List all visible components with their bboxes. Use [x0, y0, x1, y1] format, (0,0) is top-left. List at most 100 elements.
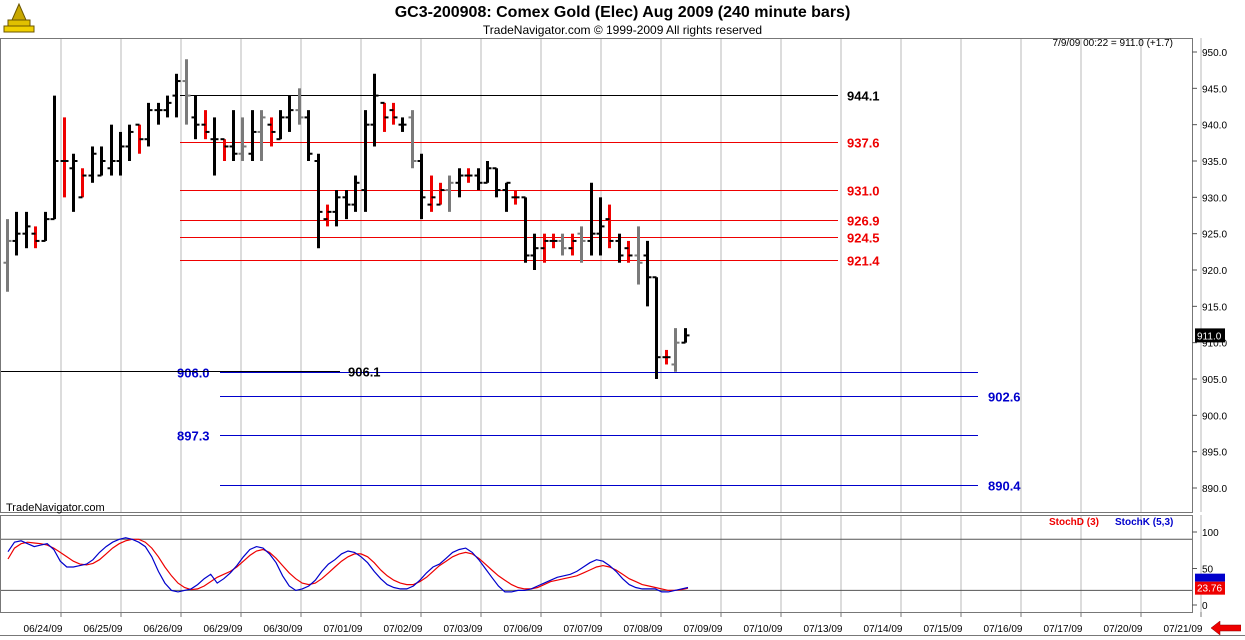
level-label-931-0: 931.0: [847, 184, 880, 199]
ohlc-bar: [370, 73, 379, 147]
ohlc-bar: [398, 117, 407, 132]
ohlc-bar: [163, 95, 172, 118]
stochd-last-box: [1195, 581, 1225, 595]
ohlc-bar: [154, 102, 163, 125]
ohlc-bar: [31, 226, 40, 249]
ohlc-bar: [323, 204, 332, 227]
support-resistance-levels: 944.1 937.6 931.0 926.9 924.5 921.4 906.0 906.1…: [0, 89, 1021, 494]
date-tick-label: 07/09/09: [684, 624, 723, 635]
ohlc-bar: [314, 153, 323, 249]
ohlc-bar: [12, 211, 21, 256]
level-label-890-4: 890.4: [988, 479, 1021, 494]
ohlc-bar: [671, 328, 680, 372]
ohlc-bar: [417, 153, 426, 220]
tradenavigator-logo-icon: [3, 2, 35, 33]
ohlc-bar: [502, 181, 511, 212]
ohlc-bar: [210, 117, 219, 176]
price-tick-label: 930.0: [1202, 193, 1227, 204]
ohlc-bar: [615, 233, 624, 263]
ohlc-bar: [238, 117, 247, 161]
date-tick-label: 07/03/09: [444, 624, 483, 635]
last-price-stamp: 7/9/09 00:22 = 911.0 (+1.7): [1052, 38, 1173, 49]
price-tick-label: 905.0: [1202, 375, 1227, 386]
scroll-right-arrow-icon[interactable]: [1211, 621, 1241, 635]
ohlc-bar: [492, 167, 501, 198]
ohlc-bar: [389, 102, 398, 125]
ohlc-bar: [380, 101, 389, 132]
date-tick-label: 07/01/09: [324, 624, 363, 635]
price-tick-label: 890.0: [1202, 484, 1227, 495]
date-tick-label: 07/17/09: [1044, 624, 1083, 635]
stoch-tick-label: 50: [1202, 565, 1214, 576]
date-tick-label: 07/14/09: [864, 624, 903, 635]
price-tick-label: 925.0: [1202, 230, 1227, 241]
ohlc-bar: [681, 328, 690, 344]
ohlc-bar: [229, 110, 238, 161]
ohlc-bar: [530, 233, 539, 270]
ohlc-bar: [267, 117, 276, 147]
ohlc-bar: [596, 197, 605, 256]
stoch-tick-label: 0: [1202, 601, 1208, 612]
ohlc-bar: [577, 226, 586, 263]
ohlc-bar: [182, 59, 191, 125]
ohlc-bar: [474, 168, 483, 191]
stochastic-lines: [7, 537, 689, 593]
price-bars: [3, 59, 690, 379]
stochastic-panel-frame: [0, 515, 1193, 613]
ohlc-bar: [361, 110, 370, 212]
ohlc-bar: [445, 175, 454, 212]
level-label-924-5: 924.5: [847, 231, 880, 246]
ohlc-bar: [351, 175, 360, 212]
date-tick-label: 06/26/09: [144, 624, 183, 635]
level-label-906-0: 906.0: [177, 366, 210, 381]
stochk-last-box: [1195, 573, 1225, 582]
ohlc-bar: [662, 349, 671, 365]
ohlc-bar: [257, 110, 266, 161]
price-grid: [60, 38, 1202, 512]
date-tick-label: 07/07/09: [564, 624, 603, 635]
stoch-tick-label: 100: [1202, 528, 1219, 539]
ohlc-bar: [276, 110, 285, 141]
price-tick-label: 945.0: [1202, 84, 1227, 95]
ohlc-bar: [144, 102, 153, 147]
ohlc-bar: [521, 196, 530, 263]
ohlc-bar: [116, 131, 125, 176]
ohlc-bar: [568, 233, 577, 256]
date-tick-label: 07/06/09: [504, 624, 543, 635]
copyright-subtitle: TradeNavigator.com © 1999-2009 All right…: [482, 23, 763, 37]
date-tick-label: 07/02/09: [384, 624, 423, 635]
ohlc-bar: [60, 117, 69, 198]
price-panel-frame: [0, 38, 1193, 513]
date-tick-label: 07/20/09: [1104, 624, 1143, 635]
legend-stochd: StochD (3): [1049, 517, 1099, 528]
chart-title: GC3-200908: Comex Gold (Elec) Aug 2009 (…: [394, 4, 851, 21]
ohlc-bar: [125, 124, 134, 161]
date-tick-label: 06/30/09: [264, 624, 303, 635]
date-tick-label: 07/16/09: [984, 624, 1023, 635]
price-tick-label: 910.0: [1202, 339, 1227, 350]
ohlc-bar: [332, 190, 341, 227]
stochastic-grid: [0, 515, 1202, 612]
date-tick-label: 07/15/09: [924, 624, 963, 635]
ohlc-bar: [483, 161, 492, 184]
ohlc-bar: [107, 124, 116, 176]
stoch-last-label: 23.76: [1197, 584, 1222, 595]
ohlc-bar: [464, 168, 473, 183]
ohlc-bar: [634, 226, 643, 285]
level-label-937-6: 937.6: [847, 136, 880, 151]
last-price-box: [1195, 328, 1225, 343]
axes: 06/24/09 06/25/09 06/26/09 06/29/09 06/30/09…: [0, 38, 1245, 636]
price-tick-label: 935.0: [1202, 157, 1227, 168]
stochd-line: [7, 538, 689, 592]
price-tick-label: 895.0: [1202, 448, 1227, 459]
ohlc-bar: [587, 182, 596, 256]
legend-stochk: StochK (5,3): [1115, 517, 1174, 528]
ohlc-bar: [427, 175, 436, 212]
ohlc-bar: [220, 138, 229, 161]
ohlc-bar: [78, 168, 87, 199]
ohlc-bar: [88, 146, 97, 183]
date-tick-label: 06/29/09: [204, 624, 243, 635]
ohlc-bar: [652, 276, 661, 379]
ohlc-bar: [605, 204, 614, 249]
